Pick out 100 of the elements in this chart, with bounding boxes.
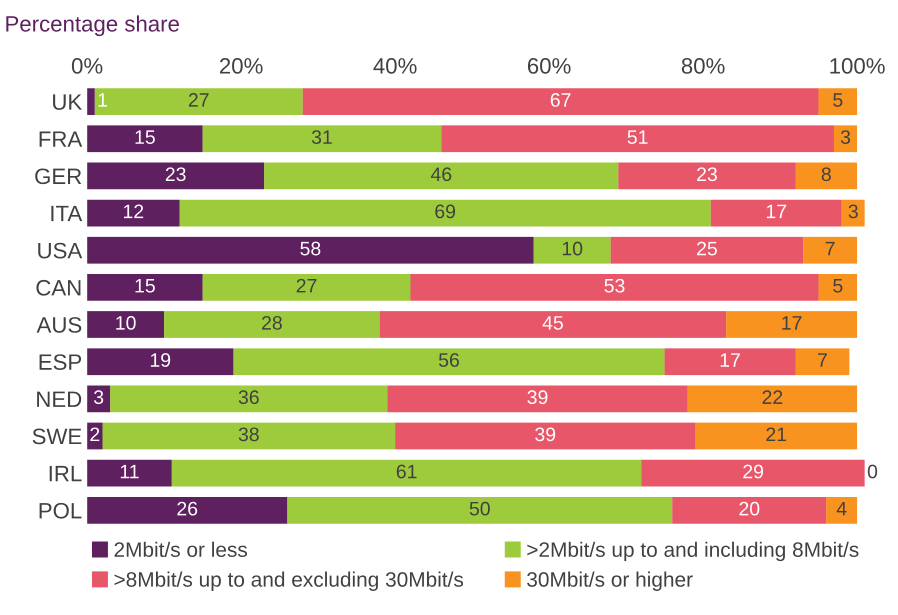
data-label: 10 xyxy=(116,316,136,330)
y-tick-label: ESP xyxy=(40,354,82,370)
bar xyxy=(842,200,865,226)
bar xyxy=(618,162,796,190)
data-label: 51 xyxy=(628,130,648,144)
bar xyxy=(172,460,642,487)
bar xyxy=(87,311,164,338)
y-tick-label: UK xyxy=(53,94,82,110)
data-label: 23 xyxy=(697,167,717,182)
data-label: 45 xyxy=(542,316,563,330)
bar xyxy=(441,125,834,152)
x-tick-label: 80% xyxy=(682,58,725,74)
data-label: 50 xyxy=(470,502,490,516)
data-label: 69 xyxy=(435,204,456,218)
data-label: 3 xyxy=(840,130,850,144)
data-label: 25 xyxy=(697,242,717,256)
chart-title: Percentage share xyxy=(6,15,179,36)
data-label: 21 xyxy=(766,427,786,442)
data-label: 53 xyxy=(604,278,624,293)
bar xyxy=(87,496,288,524)
bar xyxy=(202,125,442,152)
bar xyxy=(834,125,858,152)
data-label: 4 xyxy=(836,502,847,516)
bar xyxy=(87,125,203,152)
legend-label: >2Mbit/s up to and including 8Mbit/s xyxy=(527,542,858,562)
data-label: 26 xyxy=(177,502,198,516)
x-tick-label: 100% xyxy=(830,58,885,74)
bar xyxy=(534,236,611,264)
y-tick-label: IRL xyxy=(50,466,82,482)
bar xyxy=(264,162,618,190)
bar xyxy=(87,236,534,264)
data-label: 10 xyxy=(562,242,582,256)
data-label: 61 xyxy=(396,464,417,478)
bar xyxy=(87,274,203,301)
data-label: 46 xyxy=(430,167,452,182)
data-label: 17 xyxy=(766,204,786,218)
bar xyxy=(410,274,819,301)
bar xyxy=(710,200,842,226)
data-label: 56 xyxy=(438,353,459,367)
y-tick-label: ITA xyxy=(51,206,82,222)
data-label: 3 xyxy=(848,204,858,218)
bar xyxy=(610,236,804,264)
data-label: 1 xyxy=(98,93,107,107)
bar xyxy=(87,460,172,487)
data-label: 29 xyxy=(743,464,764,478)
bar xyxy=(795,348,850,376)
data-label: 39 xyxy=(527,390,548,404)
data-label: 17 xyxy=(782,316,802,330)
data-label: 11 xyxy=(120,464,139,478)
data-label: 15 xyxy=(136,279,155,293)
bar xyxy=(302,88,819,115)
data-label: 7 xyxy=(818,353,827,367)
data-label: 31 xyxy=(312,130,332,144)
bar xyxy=(688,385,858,412)
bar xyxy=(664,348,796,376)
x-tick-label: 60% xyxy=(528,58,571,74)
bar xyxy=(695,422,858,450)
x-tick-label: 20% xyxy=(220,58,263,74)
data-label: 67 xyxy=(550,93,570,107)
bar xyxy=(726,311,858,338)
y-tick-label: POL xyxy=(40,502,82,519)
bar xyxy=(818,88,858,115)
data-label: 20 xyxy=(739,502,760,516)
bar xyxy=(818,274,858,301)
y-tick-label: SWE xyxy=(32,428,82,444)
data-label: 36 xyxy=(238,390,259,404)
data-label: 23 xyxy=(166,167,186,182)
bar xyxy=(102,422,396,450)
data-label: 19 xyxy=(150,353,170,367)
bar xyxy=(380,311,726,338)
bar xyxy=(164,311,380,338)
data-label: 27 xyxy=(296,278,316,292)
bar xyxy=(641,460,865,487)
data-label: 39 xyxy=(535,427,556,442)
data-label: 0 xyxy=(868,464,878,478)
legend-label: >8Mbit/s up to and excluding 30Mbit/s xyxy=(114,572,464,591)
data-label: 58 xyxy=(300,242,320,256)
y-tick-label: USA xyxy=(38,242,82,258)
y-tick-label: CAN xyxy=(36,280,80,296)
legend-label: 30Mbit/s or higher xyxy=(527,572,693,591)
bar xyxy=(110,385,388,412)
data-label: 2 xyxy=(90,427,100,442)
data-label: 15 xyxy=(136,130,155,144)
data-label: 27 xyxy=(188,93,209,107)
data-label: 7 xyxy=(826,242,835,256)
y-tick-label: AUS xyxy=(36,317,82,333)
bar xyxy=(202,274,410,301)
data-label: 8 xyxy=(822,167,831,182)
data-label: 22 xyxy=(762,390,782,404)
data-label: 5 xyxy=(833,93,842,107)
bar xyxy=(795,162,858,190)
bar xyxy=(233,348,665,376)
bar xyxy=(94,88,303,115)
bar xyxy=(287,496,672,524)
bar xyxy=(387,385,688,412)
x-tick-label: 0% xyxy=(72,58,102,74)
data-label: 12 xyxy=(124,204,144,218)
data-label: 38 xyxy=(238,427,259,442)
y-tick-label: NED xyxy=(37,392,82,407)
legend-label: 2Mbit/s or less xyxy=(114,542,248,557)
